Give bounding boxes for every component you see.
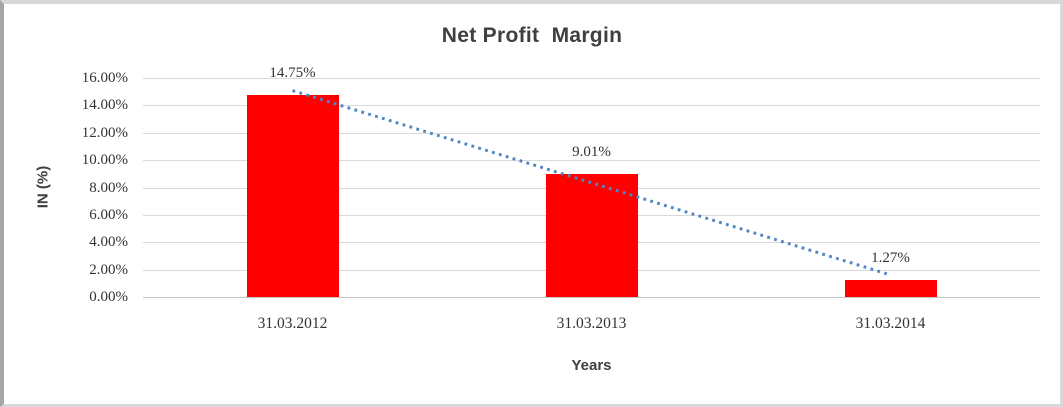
x-axis-title: Years (571, 357, 612, 374)
y-tick-label: 16.00% (81, 70, 128, 86)
y-tick-label: 4.00% (89, 234, 128, 250)
y-tick-label: 6.00% (89, 207, 128, 223)
y-tick-label: 10.00% (81, 152, 128, 168)
x-axis-line (143, 297, 1040, 298)
gridline (143, 105, 1040, 106)
chart-title: Net Profit Margin (441, 24, 623, 47)
bar (246, 95, 339, 297)
x-tick-label: 31.03.2012 (257, 315, 328, 332)
y-tick-label: 12.00% (81, 125, 128, 141)
bar-value-label: 9.01% (572, 143, 611, 160)
bar-value-label: 1.27% (871, 249, 910, 266)
bar-value-label: 14.75% (269, 65, 316, 82)
bar (545, 173, 638, 297)
x-tick-label: 31.03.2014 (855, 315, 926, 332)
gridline (143, 78, 1040, 79)
y-tick-label: 2.00% (89, 262, 128, 278)
x-tick-label: 31.03.2013 (556, 315, 627, 332)
y-tick-label: 14.00% (81, 97, 128, 113)
y-tick-label: 8.00% (89, 180, 128, 196)
y-tick-label: 0.00% (89, 289, 128, 305)
gridline (143, 160, 1040, 161)
trendline (292, 89, 891, 277)
gridline (143, 133, 1040, 134)
bar (844, 279, 937, 297)
